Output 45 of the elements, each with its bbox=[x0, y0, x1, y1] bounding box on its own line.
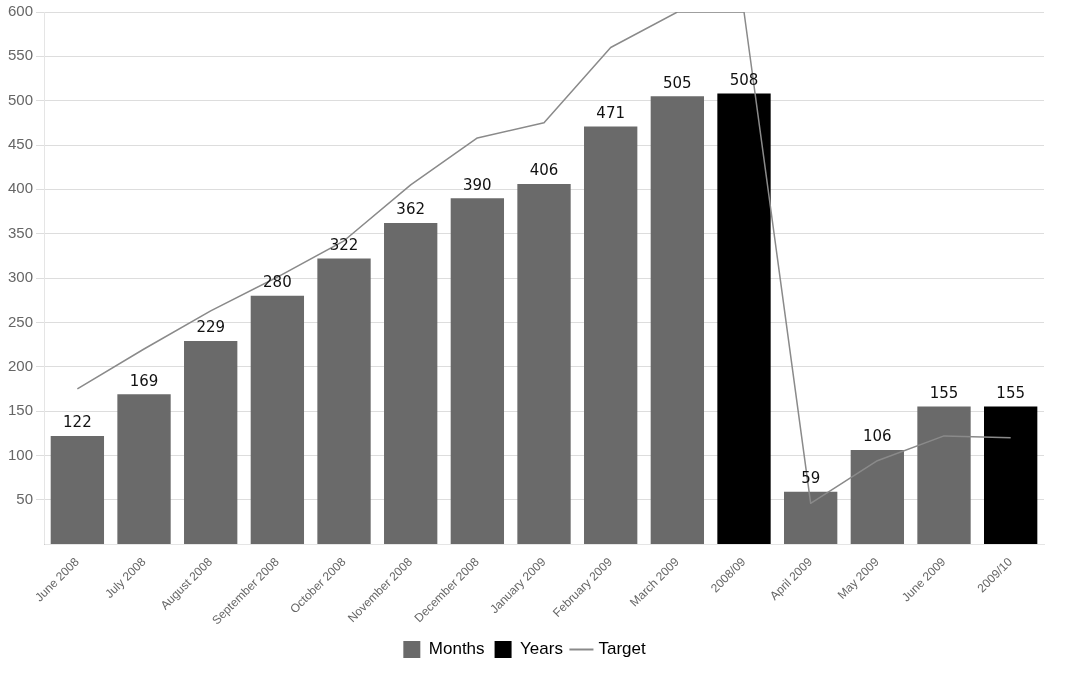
y-tick-label: 200 bbox=[8, 356, 34, 374]
bar bbox=[917, 406, 971, 545]
data-label: 122 bbox=[63, 413, 92, 432]
y-tick-label: 150 bbox=[8, 401, 34, 419]
data-label: 508 bbox=[729, 70, 759, 89]
bar bbox=[850, 450, 904, 545]
y-tick-label: 300 bbox=[8, 268, 34, 286]
legend-label: Target bbox=[598, 639, 646, 659]
legend-label: Months bbox=[428, 639, 485, 659]
bar bbox=[517, 184, 571, 545]
y-tick-label: 350 bbox=[8, 223, 34, 241]
data-label: 471 bbox=[596, 103, 625, 122]
y-tick-label: 50 bbox=[16, 489, 34, 507]
data-label: 390 bbox=[463, 175, 492, 194]
data-label: 59 bbox=[801, 469, 821, 488]
data-label: 280 bbox=[263, 273, 292, 292]
bar bbox=[50, 435, 105, 545]
y-tick-label: 550 bbox=[8, 46, 34, 64]
y-tick-label: 600 bbox=[8, 2, 34, 20]
bar bbox=[450, 198, 505, 545]
y-tick-label: 400 bbox=[8, 179, 34, 197]
bar bbox=[384, 223, 438, 545]
bar bbox=[650, 96, 705, 545]
bar bbox=[717, 93, 771, 545]
data-label: 406 bbox=[529, 161, 559, 180]
bar bbox=[584, 126, 638, 545]
data-label: 362 bbox=[396, 200, 425, 219]
data-label: 155 bbox=[996, 384, 1025, 403]
data-label: 322 bbox=[329, 235, 359, 254]
bar bbox=[117, 394, 171, 545]
bar bbox=[317, 258, 371, 545]
legend-label: Years bbox=[520, 639, 563, 659]
data-label: 229 bbox=[196, 318, 226, 337]
y-tick-label: 500 bbox=[8, 90, 34, 108]
data-label: 169 bbox=[129, 371, 159, 390]
bar bbox=[984, 406, 1038, 545]
y-tick-label: 250 bbox=[8, 312, 34, 330]
bar bbox=[184, 341, 238, 545]
data-label: 155 bbox=[929, 384, 959, 403]
y-tick-label: 450 bbox=[8, 135, 34, 153]
data-label: 505 bbox=[663, 73, 692, 92]
bar bbox=[250, 295, 305, 545]
data-label: 106 bbox=[863, 427, 892, 446]
y-tick-label: 100 bbox=[8, 445, 34, 463]
bar bbox=[784, 491, 838, 545]
